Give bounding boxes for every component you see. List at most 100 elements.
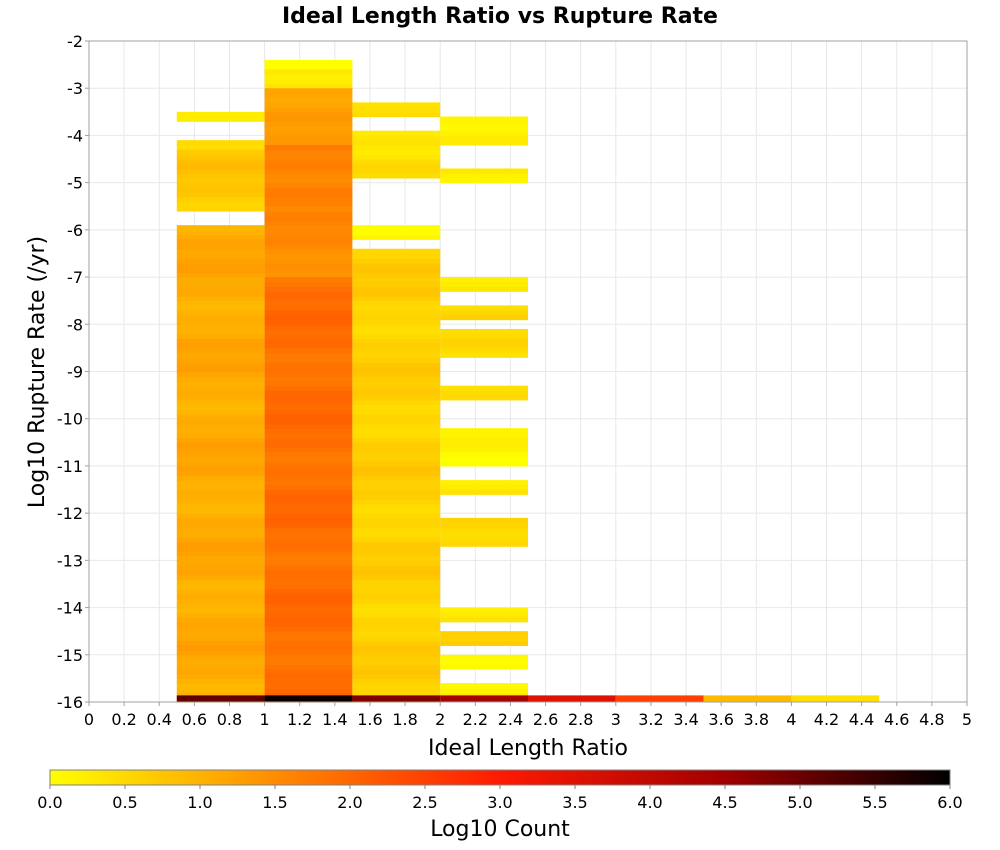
heatmap-cell: [352, 513, 441, 519]
heatmap-cell: [176, 225, 265, 231]
colorbar-tick-label: 2.5: [412, 793, 437, 812]
heatmap-cell: [176, 338, 265, 344]
heatmap-cell: [176, 229, 265, 236]
heatmap-cell: [264, 645, 353, 651]
heatmap-cell: [264, 598, 353, 604]
heatmap-cell: [352, 234, 441, 240]
heatmap-cell: [352, 286, 441, 292]
x-tick-label: 1.8: [392, 710, 417, 729]
heatmap-cell: [352, 489, 441, 495]
heatmap-cell: [264, 527, 353, 533]
heatmap-cell: [264, 130, 353, 137]
colorbar-tick-label: 4.0: [637, 793, 662, 812]
heatmap-cell: [352, 484, 441, 491]
heatmap-cell: [264, 640, 353, 646]
heatmap-cell: [440, 116, 528, 122]
x-tick-label: 0.6: [182, 710, 207, 729]
y-tick-label: -12: [57, 504, 83, 523]
heatmap-cell: [176, 173, 265, 179]
heatmap-cell: [264, 357, 353, 363]
heatmap-cell: [264, 125, 353, 132]
heatmap-cell: [176, 376, 265, 382]
x-tick-label: 1.2: [287, 710, 312, 729]
heatmap-cell: [528, 695, 616, 702]
heatmap-cell: [264, 102, 353, 108]
heatmap-cell: [352, 631, 441, 637]
heatmap-cell: [352, 650, 441, 656]
heatmap-cell: [264, 286, 353, 292]
heatmap-cell: [440, 281, 528, 288]
y-tick-label: -14: [57, 599, 83, 618]
heatmap-cell: [176, 612, 265, 618]
heatmap-cell: [440, 456, 528, 462]
y-tick-label: -11: [57, 457, 83, 476]
heatmap-cell: [264, 144, 353, 151]
y-tick-label: -7: [67, 268, 83, 287]
y-tick-label: -4: [67, 126, 83, 145]
heatmap-cell: [352, 107, 441, 113]
heatmap-cell: [703, 695, 792, 702]
heatmap-cell: [352, 225, 441, 231]
heatmap-cell: [352, 333, 441, 340]
heatmap-cell: [176, 489, 265, 495]
heatmap-cell: [176, 598, 265, 604]
heatmap-cell: [352, 607, 441, 613]
heatmap-cell: [352, 295, 441, 302]
heatmap-cell: [352, 503, 441, 510]
heatmap-cell: [176, 678, 265, 684]
heatmap-cell: [176, 319, 265, 325]
heatmap-cell: [176, 154, 265, 160]
heatmap-cell: [264, 343, 353, 349]
heatmap-cell: [264, 489, 353, 495]
heatmap-cells: [176, 59, 880, 703]
heatmap-cell: [264, 517, 353, 524]
heatmap-cell: [352, 144, 441, 151]
heatmap-cell: [440, 461, 528, 467]
heatmap-cell: [264, 244, 353, 250]
heatmap-cell: [264, 385, 353, 391]
heatmap-cell: [352, 130, 441, 137]
heatmap-cell: [264, 536, 353, 543]
heatmap-cell: [176, 687, 265, 694]
heatmap-cell: [264, 508, 353, 514]
heatmap-cell: [352, 267, 441, 273]
heatmap-cell: [264, 173, 353, 179]
heatmap-cell: [264, 423, 353, 429]
heatmap-cell: [264, 262, 353, 269]
heatmap-cell: [176, 447, 265, 453]
heatmap-cell: [264, 692, 353, 698]
colorbar-tick-label: 4.5: [712, 793, 737, 812]
heatmap-cell: [352, 418, 441, 425]
heatmap-cell: [352, 612, 441, 618]
heatmap-cell: [176, 305, 265, 311]
heatmap-cell: [264, 281, 353, 288]
heatmap-cell: [176, 494, 265, 500]
heatmap-cell: [352, 314, 441, 321]
heatmap-cell: [176, 380, 265, 387]
heatmap-cell: [352, 550, 441, 557]
heatmap-cell: [176, 201, 265, 207]
heatmap-cell: [352, 565, 441, 571]
heatmap-cell: [352, 140, 441, 146]
heatmap-cell: [176, 390, 265, 396]
heatmap-cell: [264, 229, 353, 236]
heatmap-cell: [176, 503, 265, 510]
heatmap-cell: [176, 244, 265, 250]
heatmap-cell: [440, 277, 528, 283]
heatmap-cell: [352, 555, 441, 561]
y-tick-label: -10: [57, 410, 83, 429]
x-tick-label: 2.6: [533, 710, 558, 729]
x-tick-label: 1.6: [357, 710, 382, 729]
heatmap-cell: [176, 248, 265, 255]
heatmap-cell: [440, 177, 528, 184]
heatmap-cell: [440, 447, 528, 453]
heatmap-cell: [264, 314, 353, 321]
heatmap-cell: [264, 300, 353, 306]
y-axis-label: Log10 Rupture Rate (/yr): [25, 236, 50, 508]
colorbar-tick-label: 1.5: [262, 793, 287, 812]
x-tick-label: 0.4: [147, 710, 172, 729]
colorbar-label: Log10 Count: [430, 817, 570, 842]
heatmap-cell: [176, 546, 265, 552]
y-tick-label: -3: [67, 79, 83, 98]
heatmap-cell: [352, 376, 441, 382]
